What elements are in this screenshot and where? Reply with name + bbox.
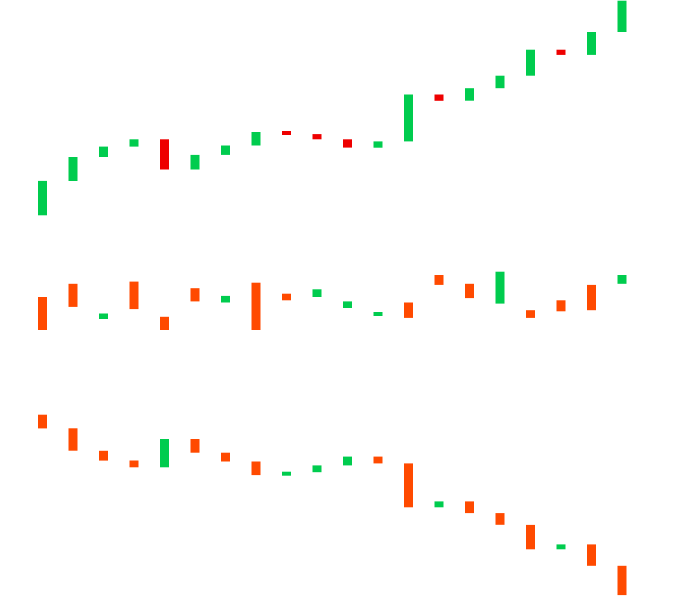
candle-2-19-down	[587, 284, 596, 311]
candle-2-4-down	[129, 281, 139, 310]
chart-panel-1	[38, 0, 627, 216]
candle-2-10-up	[312, 289, 322, 297]
candle-3-16-down	[495, 513, 505, 525]
candle-1-7-up	[221, 145, 230, 155]
candle-1-1-up	[38, 180, 47, 216]
candle-3-4-down	[129, 460, 139, 468]
candle-2-11-up	[343, 301, 352, 308]
candle-1-14-down	[434, 94, 444, 101]
candle-1-8-up	[251, 132, 261, 146]
candle-1-6-up	[190, 154, 200, 170]
candle-2-2-down	[68, 283, 78, 307]
candle-2-7-up	[221, 295, 230, 303]
candle-2-14-down	[434, 275, 444, 285]
candle-1-16-up	[495, 75, 505, 89]
candle-1-3-up	[99, 146, 108, 157]
candle-1-4-up	[129, 139, 139, 147]
candle-2-9-down	[282, 293, 291, 301]
candle-2-3-up	[99, 313, 108, 319]
candle-1-9-down	[282, 131, 291, 135]
candle-2-1-down	[38, 297, 47, 330]
candle-1-11-down	[343, 139, 352, 148]
candle-2-18-down	[556, 300, 566, 312]
candle-3-14-up	[434, 501, 444, 508]
chart-panel-3	[38, 414, 627, 596]
candle-3-2-down	[68, 428, 78, 451]
candle-2-17-down	[526, 310, 535, 318]
candle-3-20-down	[617, 565, 627, 596]
candle-2-15-down	[465, 283, 474, 299]
candle-3-8-down	[251, 461, 261, 476]
candle-3-7-down	[221, 452, 230, 462]
candle-3-10-up	[312, 465, 322, 473]
candle-2-20-up	[617, 275, 627, 284]
candle-1-19-up	[587, 32, 596, 55]
candle-2-6-down	[190, 288, 200, 302]
candle-3-17-down	[526, 524, 535, 550]
candle-2-5-down	[160, 316, 169, 330]
candle-1-20-up	[617, 0, 627, 32]
candle-3-15-down	[465, 501, 474, 514]
candle-3-3-down	[99, 450, 108, 461]
candle-2-8-down	[251, 282, 261, 330]
candle-2-12-up	[373, 312, 383, 316]
candle-1-12-up	[373, 141, 383, 148]
candle-3-5-up	[160, 439, 169, 468]
candle-1-17-up	[526, 49, 535, 76]
candle-3-9-up	[282, 471, 291, 476]
candle-1-13-up	[404, 94, 413, 142]
candle-2-16-up	[495, 271, 505, 304]
candle-1-5-down	[160, 139, 169, 170]
candle-3-12-down	[373, 456, 383, 464]
candle-2-13-down	[404, 302, 413, 318]
candle-3-19-down	[587, 544, 596, 566]
candle-3-18-up	[556, 544, 566, 550]
candle-1-2-up	[68, 157, 78, 181]
candle-1-18-down	[556, 49, 566, 55]
candle-1-10-down	[312, 134, 322, 140]
candle-1-15-up	[465, 88, 474, 101]
candle-3-11-up	[343, 456, 352, 466]
chart-panel-2	[38, 271, 627, 330]
candle-3-13-down	[404, 463, 413, 508]
candle-3-1-down	[38, 414, 47, 429]
candle-3-6-down	[190, 439, 200, 453]
